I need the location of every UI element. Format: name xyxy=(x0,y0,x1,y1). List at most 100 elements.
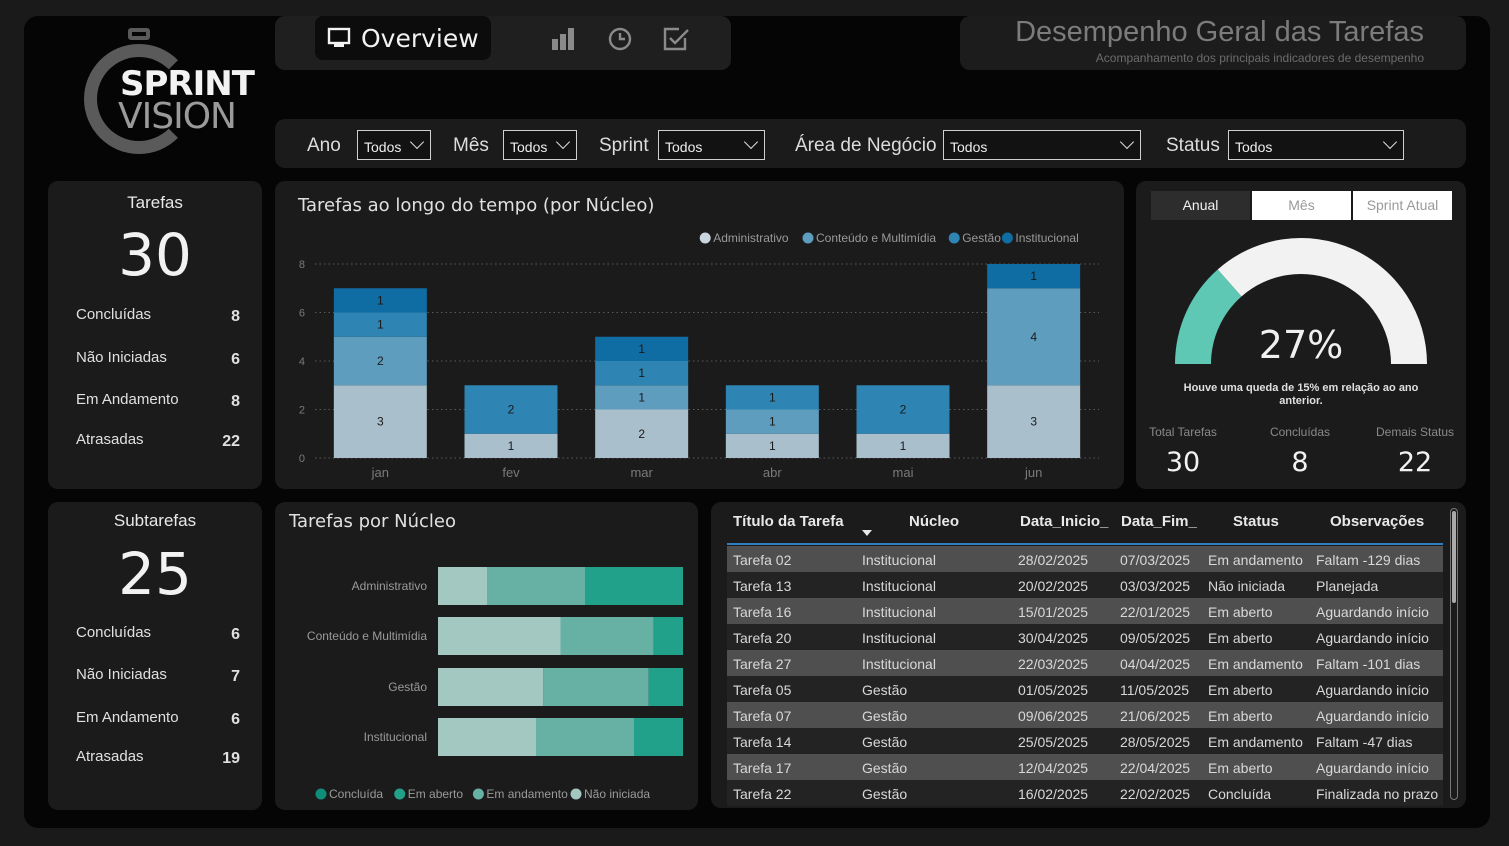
table-cell: Faltam -101 dias xyxy=(1316,656,1421,672)
hbar-segment[interactable] xyxy=(487,567,585,605)
table-scrollbar[interactable] xyxy=(1450,508,1458,800)
filter-select-status[interactable]: Todos xyxy=(1228,130,1404,160)
bar-segment[interactable] xyxy=(725,433,819,458)
table-row[interactable]: Tarefa 07 Gestão 09/06/2025 21/06/2025 Em ab… xyxy=(727,702,1443,728)
hbar-segment[interactable] xyxy=(560,617,654,655)
y-tick-label: 4 xyxy=(299,356,305,368)
table-cell: Tarefa 07 xyxy=(733,708,792,724)
table-cell: Aguardando início xyxy=(1316,708,1429,724)
table-row[interactable]: Tarefa 02 Institucional 28/02/2025 07/03/20… xyxy=(727,546,1443,572)
hbar-segment[interactable] xyxy=(438,668,544,706)
filter-select-ano[interactable]: Todos xyxy=(357,130,431,160)
filter-select-area[interactable]: Todos xyxy=(943,130,1141,160)
bar-segment[interactable] xyxy=(464,433,558,458)
tarefas-nucleo-chart-panel: Tarefas por Núcleo Administrativo Conteúd… xyxy=(275,502,698,810)
hbar-segment[interactable] xyxy=(585,567,683,605)
hbar-segment[interactable] xyxy=(438,718,536,756)
filter-select-sprint[interactable]: Todos xyxy=(658,130,765,160)
filter-label-status: Status xyxy=(1166,135,1220,156)
bar-segment[interactable] xyxy=(987,288,1081,386)
col-header-nucleo[interactable]: Núcleo xyxy=(909,513,960,530)
hbar-segment[interactable] xyxy=(438,567,487,605)
bar-segment[interactable] xyxy=(595,409,689,459)
bar-segment[interactable] xyxy=(333,288,427,313)
table-row[interactable]: Tarefa 13 Institucional 20/02/2025 03/03/20… xyxy=(727,572,1443,598)
sort-desc-icon[interactable] xyxy=(862,530,872,536)
kpi-row-value: 6 xyxy=(231,711,240,728)
chevron-down-icon xyxy=(1119,134,1135,150)
table-cell: Tarefa 17 xyxy=(733,760,792,776)
subtarefas-card: Subtarefas 25 Concluídas 6 Não Iniciadas 7… xyxy=(48,502,262,810)
table-cell: 11/05/2025 xyxy=(1120,682,1190,698)
table-cell: Tarefa 22 xyxy=(733,786,792,802)
bar-segment[interactable] xyxy=(333,312,427,337)
table-cell: 28/02/2025 xyxy=(1018,552,1089,568)
bar-data-label: 1 xyxy=(769,390,776,404)
bar-segment[interactable] xyxy=(464,385,558,434)
filter-select-mes[interactable]: Todos xyxy=(503,130,577,160)
hbar-segment[interactable] xyxy=(536,718,634,756)
scrollbar-thumb[interactable] xyxy=(1452,511,1456,603)
kpi-row-label: Concluídas xyxy=(76,624,152,641)
hbar-segment[interactable] xyxy=(438,617,561,655)
bar-segment[interactable] xyxy=(595,336,689,361)
bar-segment[interactable] xyxy=(725,409,819,434)
table-row[interactable]: Tarefa 22 Gestão 16/02/2025 22/02/2025 Concl… xyxy=(727,780,1443,806)
logo-line-2: VISION xyxy=(118,96,237,137)
bar-segment[interactable] xyxy=(333,385,427,458)
tarefas-nucleo-chart: Administrativo Conteúdo e Multimídia Gestã… xyxy=(307,567,683,801)
col-header-observacoes[interactable]: Observações xyxy=(1330,513,1425,530)
tab-mes[interactable]: Mês xyxy=(1252,191,1351,220)
clock-icon[interactable] xyxy=(606,26,634,52)
table-row[interactable]: Tarefa 14 Gestão 25/05/2025 28/05/2025 Em an… xyxy=(727,728,1443,754)
x-tick-label: jun xyxy=(1024,465,1042,480)
tab-sprint-atual[interactable]: Sprint Atual xyxy=(1353,191,1452,220)
bar-data-label: 1 xyxy=(638,366,645,380)
table-row[interactable]: Tarefa 27 Institucional 22/03/2025 04/04/20… xyxy=(727,650,1443,676)
table-cell: 25/05/2025 xyxy=(1018,734,1089,750)
x-tick-label: abr xyxy=(763,465,782,480)
filter-label-area: Área de Negócio xyxy=(795,135,937,156)
col-header-status[interactable]: Status xyxy=(1233,513,1279,530)
checklist-icon[interactable] xyxy=(662,26,690,52)
bar-segment[interactable] xyxy=(856,385,950,434)
bar-segment[interactable] xyxy=(987,264,1081,289)
bar-chart-icon[interactable] xyxy=(549,26,577,52)
kpi-row-label: Não Iniciadas xyxy=(76,666,167,683)
bar-segment[interactable] xyxy=(595,385,689,410)
tab-anual[interactable]: Anual xyxy=(1151,191,1250,220)
bar-segment[interactable] xyxy=(595,361,689,386)
kpi-row-label: Concluídas xyxy=(76,306,152,323)
legend-marker xyxy=(394,788,406,800)
table-cell: Aguardando início xyxy=(1316,630,1429,646)
sprint-vision-logo: SPRINT VISION xyxy=(60,26,255,156)
table-cell: Institucional xyxy=(862,552,936,568)
hbar-segment[interactable] xyxy=(648,668,683,706)
table-row[interactable]: Tarefa 16 Institucional 15/01/2025 22/01/20… xyxy=(727,598,1443,624)
y-tick-label: 2 xyxy=(299,405,305,417)
hbar-segment[interactable] xyxy=(653,617,683,655)
table-row[interactable]: Tarefa 05 Gestão 01/05/2025 11/05/2025 Em ab… xyxy=(727,676,1443,702)
bar-segment[interactable] xyxy=(856,433,950,458)
bar-segment[interactable] xyxy=(987,385,1081,458)
col-header-titulo[interactable]: Título da Tarefa xyxy=(733,513,844,530)
overview-button[interactable]: Overview xyxy=(315,16,491,60)
bar-segment[interactable] xyxy=(725,385,819,410)
table-row[interactable]: Tarefa 20 Institucional 30/04/2025 09/05/20… xyxy=(727,624,1443,650)
col-header-data-inicio[interactable]: Data_Inicio_ xyxy=(1020,513,1109,530)
col-header-data-fim[interactable]: Data_Fim_ xyxy=(1121,513,1197,530)
filter-value-status: Todos xyxy=(1235,139,1273,155)
hbar-segment[interactable] xyxy=(543,668,649,706)
subtarefas-row-em-andamento: Em Andamento 6 xyxy=(76,709,240,728)
table-row[interactable]: Tarefa 17 Gestão 12/04/2025 22/04/2025 Em ab… xyxy=(727,754,1443,780)
bar-data-label: 1 xyxy=(377,318,384,332)
bar-segment[interactable] xyxy=(333,336,427,386)
tarefas-row-atrasadas: Atrasadas 22 xyxy=(76,431,240,450)
filter-value-ano: Todos xyxy=(364,139,402,155)
x-tick-label: jan xyxy=(371,465,389,480)
stat-value: 30 xyxy=(1165,447,1201,478)
table-cell: Aguardando início xyxy=(1316,604,1429,620)
hbar-segment[interactable] xyxy=(634,718,683,756)
legend-marker xyxy=(570,788,582,800)
stat-value: 8 xyxy=(1291,447,1309,478)
